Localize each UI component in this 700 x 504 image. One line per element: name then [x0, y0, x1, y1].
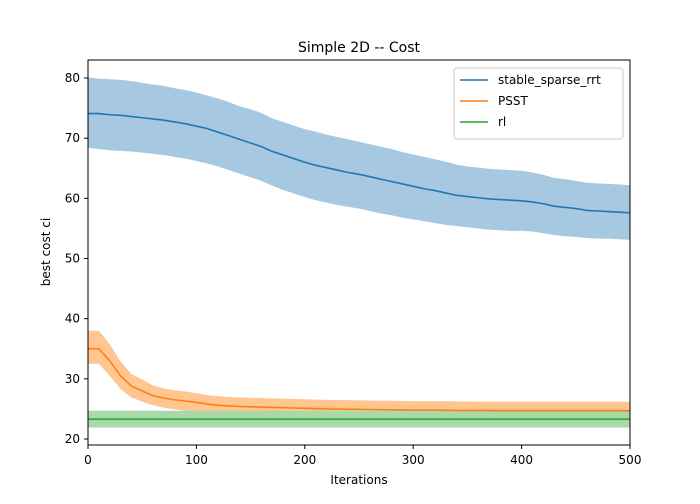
- y-tick-label: 80: [65, 71, 80, 85]
- psst-band: [88, 330, 630, 420]
- plot-frame: [87, 59, 631, 446]
- rl-legend-label: rl: [498, 115, 506, 129]
- stable-sparse-rrt-legend-label: stable_sparse_rrt: [498, 73, 601, 87]
- x-tick-label: 0: [84, 453, 92, 467]
- x-axis-ticks: 0 100 200 300 400 500: [84, 445, 641, 467]
- x-tick-label: 300: [402, 453, 425, 467]
- y-tick-label: 40: [65, 312, 80, 326]
- y-axis-label: best cost ci: [39, 218, 53, 286]
- y-axis-ticks: 20 30 40 50 60 70 80: [65, 71, 88, 446]
- psst-line: [88, 347, 630, 412]
- stable-sparse-rrt-line: [88, 112, 631, 214]
- y-tick-label: 70: [65, 131, 80, 145]
- x-tick-label: 100: [185, 453, 208, 467]
- x-tick-label: 500: [619, 453, 642, 467]
- y-tick-label: 30: [65, 372, 80, 386]
- y-tick-label: 60: [65, 191, 80, 205]
- legend: stable_sparse_rrt PSST rl: [453, 67, 624, 140]
- x-axis-label: Iterations: [330, 473, 387, 487]
- x-tick-label: 200: [293, 453, 316, 467]
- y-tick-label: 50: [65, 252, 80, 266]
- series-lines: [88, 112, 631, 420]
- psst-legend-label: PSST: [498, 94, 528, 108]
- chart-title: Simple 2D -- Cost: [298, 40, 421, 56]
- x-tick-label: 400: [510, 453, 533, 467]
- legend-box: [453, 67, 624, 140]
- y-tick-label: 20: [65, 432, 80, 446]
